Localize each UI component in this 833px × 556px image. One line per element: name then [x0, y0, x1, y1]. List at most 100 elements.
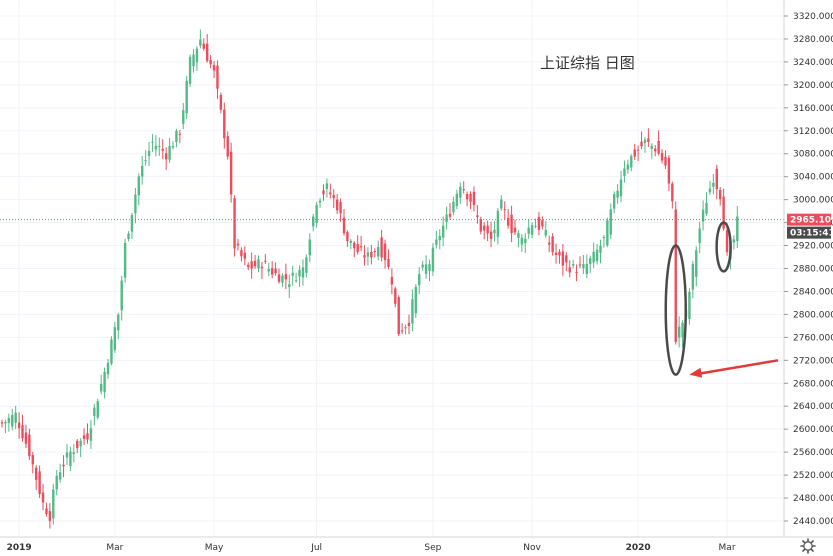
candle [510, 205, 513, 243]
candle [691, 260, 695, 299]
candle [270, 261, 274, 279]
candle [486, 220, 489, 242]
candle [715, 164, 718, 200]
candle [28, 428, 31, 461]
candle [21, 414, 24, 442]
candle [41, 483, 45, 511]
candle [452, 196, 455, 216]
candle [438, 229, 441, 250]
candle [431, 242, 435, 276]
candle [359, 235, 363, 252]
candle [500, 195, 503, 211]
candle [657, 130, 660, 156]
candle [414, 284, 418, 318]
candle [370, 244, 373, 265]
candle [530, 222, 534, 239]
candle [151, 134, 154, 152]
candle [524, 233, 527, 254]
candle [11, 408, 14, 431]
candle [229, 142, 233, 203]
candle [411, 289, 414, 332]
gear-icon[interactable] [800, 538, 816, 554]
candle [267, 262, 270, 277]
y-tick-label: 2440.000 [793, 517, 833, 527]
candle [206, 34, 209, 63]
candle [264, 254, 267, 264]
candle [202, 38, 205, 51]
candle [199, 29, 202, 49]
candle [178, 129, 182, 144]
candle [503, 201, 506, 220]
candle [602, 234, 606, 248]
candle [394, 286, 397, 308]
candle [595, 243, 599, 265]
candle [182, 103, 185, 130]
candle [305, 254, 308, 278]
candle [575, 264, 578, 282]
candle [712, 174, 715, 195]
candle [130, 213, 134, 239]
candle [589, 255, 592, 273]
candle [76, 439, 79, 454]
y-tick-label: 2880.000 [793, 265, 833, 275]
candle [223, 102, 226, 149]
candle [736, 206, 739, 249]
x-tick-label: 2020 [626, 543, 651, 553]
candle [69, 446, 72, 472]
candle [188, 54, 192, 87]
candle [134, 187, 137, 224]
candle [571, 259, 575, 269]
candle [147, 141, 151, 167]
candle [377, 240, 380, 261]
x-tick-label: 2019 [7, 543, 32, 553]
y-tick-label: 2800.000 [793, 310, 833, 320]
candle [31, 451, 34, 474]
candle [418, 267, 421, 294]
candle [48, 503, 52, 529]
candle [294, 272, 298, 283]
countdown-tag: 03:15:41 [787, 226, 833, 239]
candle [274, 262, 277, 276]
candle [366, 247, 370, 266]
candle [158, 137, 161, 156]
y-tick-label: 3040.000 [793, 173, 833, 183]
candle [236, 238, 240, 251]
y-tick-label: 3320.000 [793, 12, 833, 22]
candle [62, 455, 65, 478]
annotations [664, 221, 779, 378]
candle [626, 159, 630, 174]
candle [154, 135, 158, 157]
y-tick-label: 2760.000 [793, 333, 833, 343]
candle [424, 255, 428, 279]
candle [96, 398, 99, 420]
candle [476, 205, 479, 224]
candle [558, 249, 561, 264]
candle [72, 444, 76, 463]
candle [380, 229, 383, 262]
candle [373, 248, 376, 258]
candle [633, 143, 636, 160]
candle [647, 128, 650, 147]
candle [551, 233, 554, 256]
candle [332, 189, 335, 208]
candle [544, 220, 547, 238]
candle [383, 239, 387, 269]
y-tick-label: 2640.000 [793, 402, 833, 412]
candle [168, 138, 171, 163]
candle [688, 288, 691, 325]
candle [537, 211, 541, 236]
y-tick-label: 2520.000 [793, 471, 833, 481]
candle [161, 139, 164, 160]
candle [127, 231, 130, 242]
candle [298, 265, 301, 287]
candle [404, 324, 407, 335]
candle [674, 201, 677, 345]
candle [141, 156, 144, 185]
candle [565, 251, 568, 272]
y-tick-label: 3000.000 [793, 196, 833, 206]
candle [171, 141, 175, 150]
candle [4, 419, 7, 434]
candle [52, 483, 55, 525]
grid [0, 0, 784, 537]
last-price-tag: 2965.109 [787, 213, 833, 226]
